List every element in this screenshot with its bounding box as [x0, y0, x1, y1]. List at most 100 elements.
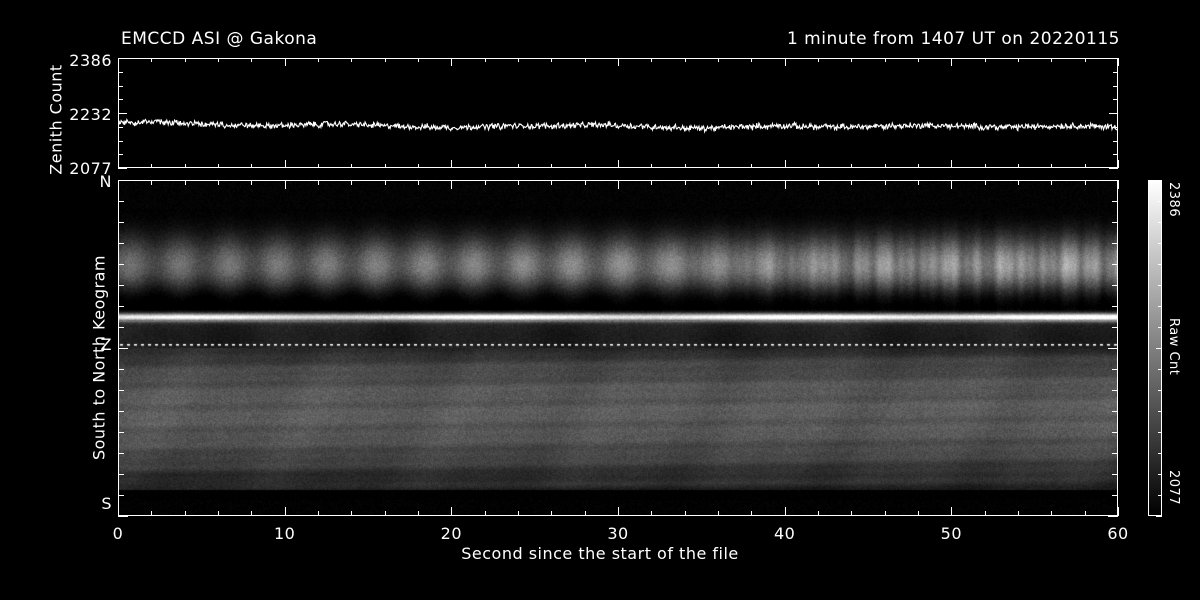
zenith-y-minor-tick — [118, 86, 123, 87]
x-minor-tick — [918, 511, 919, 516]
colorbar-minor-tick — [1158, 243, 1162, 244]
zenith-y-minor-tick — [118, 99, 123, 100]
x-minor-tick — [551, 511, 552, 516]
x-minor-tick-top — [385, 180, 386, 185]
keogram-image — [118, 180, 1118, 516]
keogram-y-minor-tick — [118, 411, 124, 412]
x-major-tick-top — [951, 180, 952, 189]
x-major-tick-top — [451, 180, 452, 189]
keogram-y-minor-tick-right — [1112, 474, 1118, 475]
colorbar-max-label: 2386 — [1166, 182, 1181, 218]
x-minor-tick-tp-bottom — [351, 164, 352, 168]
x-minor-tick-top — [418, 180, 419, 185]
x-major-tick-tp-top — [285, 58, 286, 66]
keogram-y-minor-tick-right — [1112, 306, 1118, 307]
keogram-y-major-tick — [118, 516, 128, 517]
keogram-y-minor-tick-right — [1112, 222, 1118, 223]
x-minor-tick-tp-top — [651, 58, 652, 62]
x-minor-tick — [718, 511, 719, 516]
x-minor-tick — [318, 511, 319, 516]
x-minor-tick-tp-top — [551, 58, 552, 62]
keogram-y-major-tick — [118, 348, 128, 349]
instrument-title: EMCCD ASI @ Gakona — [121, 29, 318, 49]
x-minor-tick-tp-bottom — [818, 164, 819, 168]
x-major-tick-tp-top — [785, 58, 786, 66]
x-minor-tick-top — [818, 180, 819, 185]
zenith-ytick-min: 2077 — [69, 159, 112, 178]
x-major-tick-tp-top — [118, 58, 119, 66]
keogram-y-minor-tick-right — [1112, 453, 1118, 454]
x-major-tick-tp-bottom — [285, 160, 286, 168]
x-tick-label: 10 — [273, 524, 296, 543]
colorbar-minor-tick — [1158, 432, 1162, 433]
x-major-tick-tp-top — [1118, 58, 1119, 66]
x-major-tick — [951, 507, 952, 516]
colorbar-min-label: 2077 — [1166, 470, 1181, 506]
zenith-y-major-tick-right — [1109, 58, 1118, 59]
x-minor-tick-top — [751, 180, 752, 185]
x-minor-tick-tp-top — [1051, 58, 1052, 62]
x-minor-tick-tp-bottom — [985, 164, 986, 168]
keogram-axis-title: South to North Keogram — [89, 254, 109, 461]
zenith-y-minor-tick — [118, 141, 123, 142]
x-minor-tick — [851, 511, 852, 516]
x-minor-tick-tp-bottom — [585, 164, 586, 168]
keogram-y-minor-tick — [118, 453, 124, 454]
x-minor-tick-tp-bottom — [518, 164, 519, 168]
colorbar-minor-tick — [1158, 222, 1162, 223]
x-major-tick-tp-bottom — [618, 160, 619, 168]
colorbar-minor-tick — [1158, 285, 1162, 286]
zenith-y-minor-tick — [118, 72, 123, 73]
x-major-tick — [618, 507, 619, 516]
zenith-count-plot — [118, 58, 1118, 168]
x-minor-tick — [418, 511, 419, 516]
zenith-y-minor-tick-right — [1113, 141, 1118, 142]
x-minor-tick-tp-top — [151, 58, 152, 62]
x-minor-tick-top — [485, 180, 486, 185]
keogram-y-minor-tick-right — [1112, 390, 1118, 391]
x-minor-tick-tp-top — [1018, 58, 1019, 62]
time-range-title: 1 minute from 1407 UT on 20220115 — [786, 29, 1120, 49]
x-minor-tick — [251, 511, 252, 516]
x-minor-tick-tp-top — [218, 58, 219, 62]
colorbar-major-tick — [1156, 180, 1162, 181]
x-minor-tick — [185, 511, 186, 516]
x-minor-tick-tp-bottom — [918, 164, 919, 168]
colorbar-minor-tick — [1158, 474, 1162, 475]
x-minor-tick-top — [251, 180, 252, 185]
colorbar-minor-tick — [1158, 369, 1162, 370]
x-minor-tick — [1018, 511, 1019, 516]
keogram-y-minor-tick-right — [1112, 264, 1118, 265]
x-minor-tick-top — [918, 180, 919, 185]
x-minor-tick-top — [318, 180, 319, 185]
x-minor-tick-top — [1051, 180, 1052, 185]
x-minor-tick-tp-bottom — [151, 164, 152, 168]
keogram-y-minor-tick — [118, 243, 124, 244]
x-minor-tick-tp-top — [351, 58, 352, 62]
keogram-y-minor-tick-right — [1112, 201, 1118, 202]
keogram-y-minor-tick-right — [1112, 327, 1118, 328]
x-minor-tick-top — [718, 180, 719, 185]
colorbar-minor-tick — [1158, 411, 1162, 412]
x-minor-tick-tp-bottom — [651, 164, 652, 168]
x-major-tick-top — [785, 180, 786, 189]
keogram-y-minor-tick-right — [1112, 243, 1118, 244]
x-minor-tick-tp-top — [518, 58, 519, 62]
keogram-y-minor-tick — [118, 327, 124, 328]
x-minor-tick — [885, 511, 886, 516]
zenith-y-major-tick-right — [1109, 113, 1118, 114]
keogram-y-major-tick-right — [1108, 180, 1118, 181]
keogram-y-minor-tick — [118, 306, 124, 307]
colorbar-minor-tick — [1158, 390, 1162, 391]
x-major-tick-top — [1118, 180, 1119, 189]
colorbar-minor-tick — [1158, 453, 1162, 454]
x-minor-tick-tp-top — [751, 58, 752, 62]
x-minor-tick-top — [851, 180, 852, 185]
x-minor-tick — [585, 511, 586, 516]
x-minor-tick-top — [651, 180, 652, 185]
x-minor-tick — [1085, 511, 1086, 516]
x-minor-tick-tp-bottom — [385, 164, 386, 168]
keogram-y-minor-tick — [118, 495, 124, 496]
zenith-ytick-max: 2386 — [69, 51, 112, 70]
x-major-tick — [118, 507, 119, 516]
